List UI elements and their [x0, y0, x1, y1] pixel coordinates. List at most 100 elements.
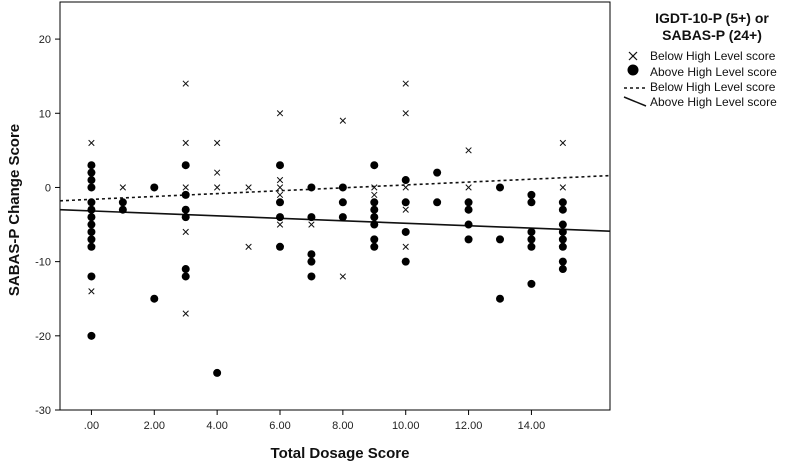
point-above-high-level	[181, 205, 190, 214]
x-tick-label: 6.00	[269, 420, 290, 432]
point-above-high-level	[276, 213, 284, 222]
point-above-high-level	[181, 161, 190, 170]
point-above-high-level	[87, 242, 96, 251]
point-cross-stroke	[213, 139, 221, 147]
point-below-high-level	[276, 221, 284, 228]
point-cross-stroke	[371, 191, 378, 199]
point-cross-stroke	[402, 243, 409, 250]
point-above-high-level	[338, 213, 347, 222]
point-above-high-level	[87, 227, 96, 236]
point-above-high-level	[370, 161, 379, 170]
point-cross-stroke	[182, 228, 189, 236]
legend-solid-line-icon	[623, 96, 647, 107]
point-above-high-level	[464, 198, 473, 207]
point-above-high-level	[370, 205, 379, 214]
point-cross-stroke	[339, 273, 347, 280]
point-below-high-level	[182, 139, 189, 147]
point-above-high-level	[558, 227, 567, 236]
point-above-high-level	[527, 279, 536, 288]
point-below-high-level	[559, 139, 567, 147]
point-below-high-level	[182, 184, 189, 191]
point-above-high-level	[527, 227, 536, 236]
point-cross-stroke	[276, 221, 284, 228]
point-below-high-level	[245, 243, 252, 250]
point-above-high-level	[307, 250, 316, 259]
y-tick-label: -20	[35, 331, 51, 343]
point-cross-stroke	[559, 184, 567, 191]
point-cross-stroke	[402, 184, 409, 191]
x-tick-label: 10.00	[392, 420, 420, 432]
point-cross-stroke	[465, 147, 472, 154]
point-below-high-level	[465, 184, 472, 191]
point-cross-stroke	[465, 184, 472, 191]
point-cross-stroke	[402, 110, 409, 117]
point-cross-stroke	[213, 184, 221, 191]
legend-title-line-2: SABAS-P (24+)	[662, 27, 762, 43]
plot-area	[59, 1, 611, 411]
point-below-high-level	[465, 147, 472, 154]
x-tick-label: 2.00	[144, 420, 165, 432]
point-below-high-level	[402, 80, 409, 87]
point-cross-stroke	[182, 80, 189, 87]
point-above-high-level	[401, 198, 410, 207]
legend-entry-below-line: Below High Level score	[650, 80, 776, 94]
point-below-high-level	[182, 80, 189, 87]
point-above-high-level	[370, 213, 379, 222]
point-below-high-level	[182, 228, 189, 236]
point-below-high-level	[402, 110, 409, 117]
point-above-high-level	[558, 205, 567, 214]
point-above-high-level	[307, 257, 316, 266]
point-above-high-level	[118, 205, 127, 214]
point-above-high-level	[464, 235, 473, 244]
point-above-high-level	[401, 257, 410, 266]
y-tick-label: -30	[35, 405, 51, 417]
x-axis-title: Total Dosage Score	[271, 445, 410, 462]
point-above-high-level	[496, 235, 504, 244]
plot-frame	[59, 1, 611, 411]
point-above-high-level	[87, 176, 96, 185]
fit-line-above	[59, 208, 611, 233]
point-above-high-level	[338, 183, 347, 192]
point-above-high-level	[527, 198, 536, 207]
point-below-high-level	[213, 139, 221, 147]
point-cross-stroke	[276, 176, 284, 184]
axes: -30 -20 -10 0 10 20 .00 2.00 4.00 6.00 8.00 10.00 12…	[35, 34, 545, 432]
point-above-high-level	[87, 220, 96, 229]
point-above-high-level	[181, 265, 190, 274]
point-above-high-level	[118, 198, 127, 207]
point-below-high-level	[245, 184, 252, 191]
point-above-high-level	[307, 272, 316, 281]
point-above-high-level	[87, 183, 96, 192]
x-tick-label: .00	[84, 420, 99, 432]
point-above-high-level	[87, 161, 96, 170]
point-above-high-level	[181, 213, 190, 222]
point-above-high-level	[276, 161, 284, 170]
point-cross-stroke	[182, 184, 189, 191]
point-cross-stroke	[402, 80, 409, 87]
point-below-high-level	[339, 273, 347, 280]
point-above-high-level	[558, 257, 567, 266]
point-cross-stroke	[88, 139, 95, 147]
point-below-high-level	[371, 184, 378, 191]
point-below-high-level	[88, 139, 95, 147]
point-below-high-level	[402, 184, 409, 191]
point-above-high-level	[87, 272, 96, 281]
point-above-high-level	[433, 198, 442, 207]
point-below-high-level	[213, 169, 221, 176]
x-tick-label: 14.00	[518, 420, 546, 432]
point-below-high-level	[276, 184, 284, 191]
point-above-high-level	[496, 183, 504, 192]
point-above-high-level	[464, 205, 473, 214]
point-above-high-level	[370, 220, 379, 229]
point-above-high-level	[370, 198, 379, 207]
point-above-high-level	[276, 198, 284, 207]
point-cross-stroke	[308, 221, 315, 228]
y-axis-title: SABAS-P Change Score	[6, 124, 23, 296]
point-below-high-level	[308, 221, 315, 228]
point-above-high-level	[87, 331, 96, 340]
point-above-high-level	[464, 220, 473, 229]
x-tick-label: 12.00	[455, 420, 483, 432]
point-below-high-level	[276, 176, 284, 184]
data-points	[87, 80, 567, 377]
